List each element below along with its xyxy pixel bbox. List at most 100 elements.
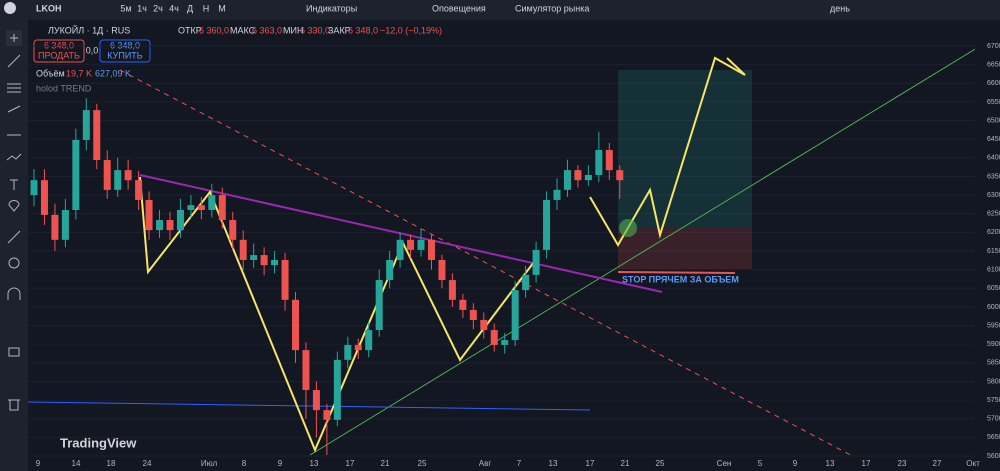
candle-body bbox=[386, 259, 394, 281]
x-tick-label: 21 bbox=[621, 459, 630, 468]
top-bar bbox=[0, 0, 1000, 20]
volume-ma bbox=[28, 401, 591, 411]
logo: TradingView bbox=[60, 435, 137, 450]
candle-body bbox=[323, 410, 331, 420]
avatar[interactable] bbox=[4, 2, 16, 14]
buy-price: 6 348,0 bbox=[110, 40, 140, 50]
candle-body bbox=[260, 255, 268, 266]
candle-body bbox=[124, 170, 132, 181]
candle-body bbox=[480, 319, 488, 331]
candle-body bbox=[490, 330, 498, 345]
x-tick-label: 18 bbox=[107, 459, 116, 468]
y-tick-label: 5900 bbox=[987, 341, 1000, 348]
symbol[interactable]: LKOH bbox=[36, 3, 62, 13]
target-zone bbox=[618, 70, 752, 227]
y-tick-label: 5800 bbox=[987, 378, 1000, 385]
candle-body bbox=[30, 180, 38, 196]
spread: 0,0 bbox=[86, 45, 99, 55]
candle-body bbox=[543, 199, 551, 250]
candle-body bbox=[584, 174, 592, 181]
candle-body bbox=[616, 170, 624, 181]
y-tick-label: 6050 bbox=[987, 285, 1000, 292]
candle-body bbox=[312, 390, 320, 411]
close-label: ЗАКР bbox=[328, 25, 351, 35]
candle-body bbox=[532, 249, 540, 275]
sell-button[interactable] bbox=[33, 39, 85, 63]
volume-a: 19,7 K bbox=[66, 68, 92, 78]
x-tick-label: Авг bbox=[479, 459, 492, 468]
candle-body bbox=[145, 199, 153, 231]
y-tick-label: 6600 bbox=[987, 80, 1000, 87]
candle-body bbox=[271, 259, 279, 266]
x-tick-label: 14 bbox=[72, 459, 81, 468]
interval-button[interactable]: Д bbox=[187, 3, 193, 13]
x-tick-label: 17 bbox=[862, 459, 871, 468]
interval-button[interactable]: 5м bbox=[120, 3, 131, 13]
entry-point bbox=[619, 219, 637, 237]
candle-body bbox=[417, 239, 425, 250]
y-tick-label: 6450 bbox=[987, 136, 1000, 143]
candle-body bbox=[501, 340, 509, 345]
candle-body bbox=[365, 330, 373, 351]
interval-button[interactable]: Н bbox=[203, 3, 210, 13]
candle-body bbox=[563, 170, 571, 190]
candle-body bbox=[156, 220, 164, 231]
open-value: 6 360,0 bbox=[199, 25, 229, 35]
alerts-button[interactable]: Оповещения bbox=[432, 3, 486, 13]
candle-body bbox=[344, 344, 352, 360]
interval-button[interactable]: 4ч bbox=[169, 3, 179, 13]
buy-button[interactable] bbox=[99, 39, 151, 63]
candle-body bbox=[61, 210, 69, 240]
trend-line-up bbox=[309, 48, 975, 455]
candle-body bbox=[407, 239, 415, 250]
candle-body bbox=[333, 359, 341, 420]
sell-price: 6 348,0 bbox=[44, 40, 74, 50]
candle-body bbox=[292, 299, 299, 351]
open-label: ОТКР bbox=[178, 25, 202, 35]
legend: ЛУКОЙЛ · 1Д · RUS ОТКР 6 360,0 МАКС 6 36… bbox=[33, 24, 442, 93]
range-select[interactable]: день bbox=[830, 3, 850, 13]
tool-icons[interactable] bbox=[6, 30, 22, 411]
sell-label: ПРОДАТЬ bbox=[38, 50, 80, 60]
price-axis bbox=[975, 20, 1000, 455]
toolbar: LKOH 5м 1ч 2ч 4ч Д Н М Индикаторы Оповещения С… bbox=[4, 2, 850, 14]
zigzag bbox=[139, 176, 538, 453]
y-tick-label: 5700 bbox=[987, 416, 1000, 423]
candle-body bbox=[72, 139, 80, 210]
candle-body bbox=[176, 210, 184, 231]
candle-body bbox=[354, 344, 362, 351]
candle-body bbox=[82, 110, 90, 140]
x-tick-label: 5 bbox=[758, 459, 763, 468]
x-tick-label: 17 bbox=[346, 459, 355, 468]
candle-body bbox=[187, 205, 195, 210]
low-value: 6 330,0 bbox=[300, 25, 330, 35]
interval-button[interactable]: 2ч bbox=[153, 3, 163, 13]
candle-body bbox=[448, 280, 456, 300]
x-tick-label: 9 bbox=[793, 459, 798, 468]
candle-body bbox=[469, 309, 477, 320]
x-tick-label: Июл bbox=[201, 459, 218, 468]
close-value: 6 348,0 bbox=[348, 25, 378, 35]
candle-body bbox=[51, 214, 59, 240]
y-tick-label: 6400 bbox=[987, 155, 1000, 162]
x-tick-label: Окт bbox=[966, 459, 980, 468]
interval-button[interactable]: 1ч bbox=[137, 3, 147, 13]
legend-title: ЛУКОЙЛ · 1Д · RUS bbox=[48, 24, 130, 35]
replay-button[interactable]: Симулятор рынка bbox=[515, 3, 589, 13]
indicator-name: holod TREND bbox=[36, 83, 92, 93]
interval-button[interactable]: М bbox=[218, 3, 226, 13]
x-tick-label: 9 bbox=[36, 459, 41, 468]
candle-body bbox=[218, 195, 226, 221]
candle-body bbox=[135, 180, 143, 200]
y-tick-label: 6200 bbox=[987, 229, 1000, 236]
y-tick-label: 6550 bbox=[987, 99, 1000, 106]
volume-b: 627,09 K bbox=[95, 68, 131, 78]
candle-body bbox=[93, 110, 101, 161]
x-tick-label: 8 bbox=[242, 459, 247, 468]
indicators-button[interactable]: Индикаторы bbox=[306, 3, 357, 13]
x-tick-label: 21 bbox=[381, 459, 390, 468]
candle-body bbox=[208, 195, 216, 210]
candle-body bbox=[114, 170, 122, 190]
trend-line-purple bbox=[139, 174, 663, 293]
